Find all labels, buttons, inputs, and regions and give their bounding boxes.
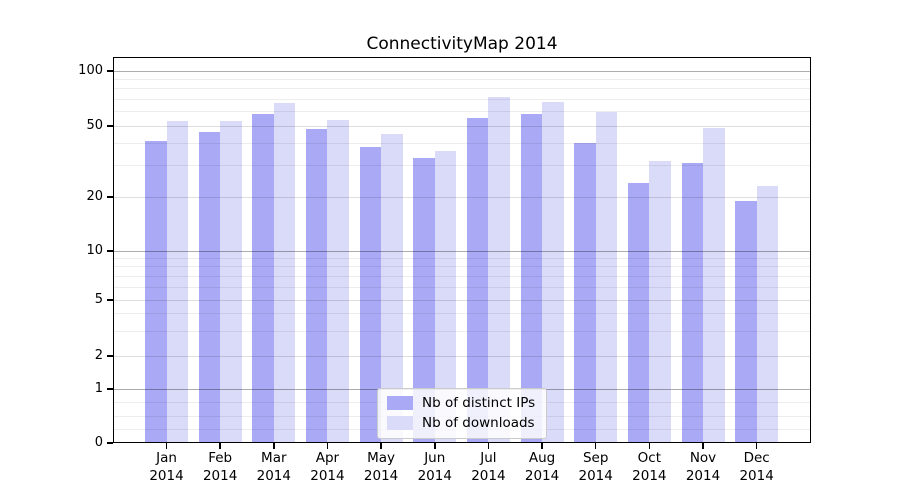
- bar-downloads-jun: [434, 151, 457, 443]
- bar-downloads-may: [381, 134, 403, 443]
- y-tick-label-50: 50: [86, 118, 103, 133]
- x-tick-apr: [326, 443, 329, 449]
- y-tick-label-5: 5: [94, 292, 103, 307]
- x-tick-oct: [648, 443, 651, 449]
- bar-distinct-ips-may: [359, 147, 382, 443]
- gridline-y-80: [114, 88, 810, 90]
- bar-downloads-nov: [703, 127, 725, 443]
- legend-label-downloads: Nb of downloads: [422, 415, 535, 431]
- y-tick-5: [106, 299, 113, 301]
- x-tick-label-jun: Jun 2014: [417, 450, 452, 484]
- y-tick-2: [106, 355, 113, 357]
- y-tick-label-20: 20: [86, 189, 103, 204]
- gridline-y-40: [114, 142, 810, 144]
- x-tick-label-jul: Jul 2014: [471, 450, 506, 484]
- y-tick-0: [106, 442, 113, 444]
- x-tick-label-sep: Sep 2014: [578, 450, 613, 484]
- x-tick-jan: [165, 443, 168, 449]
- bar-downloads-jan: [166, 121, 188, 443]
- bar-distinct-ips-dec: [735, 200, 757, 443]
- bar-downloads-apr: [327, 119, 349, 443]
- x-tick-label-oct: Oct 2014: [632, 450, 667, 484]
- y-tick-label-10: 10: [86, 243, 103, 258]
- gridline-y-10: [114, 250, 810, 252]
- x-tick-label-nov: Nov 2014: [685, 450, 721, 484]
- bar-downloads-aug: [542, 101, 564, 443]
- x-tick-dec: [755, 443, 758, 449]
- legend-entry-downloads: Nb of downloads: [387, 415, 535, 431]
- x-tick-label-jan: Jan 2014: [149, 450, 184, 484]
- y-tick-1: [106, 388, 113, 390]
- bar-distinct-ips-apr: [305, 129, 328, 443]
- gridline-y-7: [114, 275, 810, 277]
- y-tick-label-100: 100: [78, 63, 103, 78]
- legend-entry-distinct-ips: Nb of distinct IPs: [387, 395, 535, 411]
- legend: Nb of distinct IPs Nb of downloads: [377, 388, 548, 439]
- gridline-y-5: [114, 299, 810, 301]
- bar-downloads-oct: [649, 160, 671, 443]
- y-tick-50: [106, 125, 113, 127]
- x-tick-jul: [487, 443, 490, 449]
- bar-distinct-ips-aug: [520, 114, 543, 443]
- y-tick-label-1: 1: [94, 381, 103, 396]
- bar-distinct-ips-sep: [574, 143, 596, 443]
- bar-distinct-ips-mar: [252, 114, 274, 443]
- bar-downloads-jul: [488, 97, 510, 443]
- gridline-y-3: [114, 330, 810, 332]
- x-tick-label-feb: Feb 2014: [202, 450, 238, 484]
- x-tick-label-apr: Apr 2014: [310, 450, 345, 484]
- x-tick-nov: [702, 443, 704, 449]
- y-tick-20: [106, 196, 113, 198]
- gridline-y-30: [114, 165, 810, 167]
- gridline-y-4: [114, 313, 810, 315]
- gridline-y-70: [114, 98, 810, 100]
- bar-downloads-dec: [756, 186, 779, 443]
- x-tick-mar: [273, 443, 275, 449]
- bar-distinct-ips-jan: [145, 141, 167, 443]
- x-tick-may: [380, 443, 382, 449]
- x-tick-label-dec: Dec 2014: [739, 450, 774, 484]
- x-tick-feb: [219, 443, 221, 449]
- x-tick-label-aug: Aug 2014: [524, 450, 560, 484]
- gridline-y-2: [114, 355, 810, 357]
- gridline-y-20: [114, 196, 810, 198]
- gridline-y-9: [114, 257, 810, 259]
- gridline-y-100: [114, 70, 810, 72]
- legend-swatch-downloads: [387, 416, 413, 430]
- chart-title: ConnectivityMap 2014: [366, 34, 558, 54]
- gridline-y-50: [114, 125, 810, 127]
- gridline-y-8: [114, 266, 810, 268]
- y-tick-100: [106, 70, 113, 72]
- x-tick-label-mar: Mar 2014: [256, 450, 291, 484]
- x-tick-aug: [541, 443, 543, 449]
- bar-downloads-mar: [273, 102, 296, 443]
- bar-downloads-sep: [595, 111, 618, 443]
- y-tick-10: [106, 250, 113, 252]
- y-tick-label-2: 2: [94, 348, 103, 363]
- gridline-y-90: [114, 78, 810, 80]
- x-tick-label-may: May 2014: [363, 450, 399, 484]
- x-tick-jun: [433, 443, 436, 449]
- bar-distinct-ips-nov: [681, 163, 703, 443]
- bar-distinct-ips-feb: [198, 132, 221, 443]
- gridline-y-6: [114, 286, 810, 288]
- bar-distinct-ips-jul: [466, 118, 489, 443]
- legend-swatch-distinct-ips: [387, 396, 413, 410]
- gridline-y-60: [114, 111, 810, 113]
- bar-downloads-feb: [220, 121, 242, 443]
- y-tick-label-0: 0: [94, 435, 103, 450]
- x-tick-sep: [594, 443, 597, 449]
- bar-distinct-ips-jun: [413, 158, 435, 443]
- legend-label-distinct-ips: Nb of distinct IPs: [422, 395, 536, 411]
- bar-distinct-ips-oct: [627, 182, 650, 443]
